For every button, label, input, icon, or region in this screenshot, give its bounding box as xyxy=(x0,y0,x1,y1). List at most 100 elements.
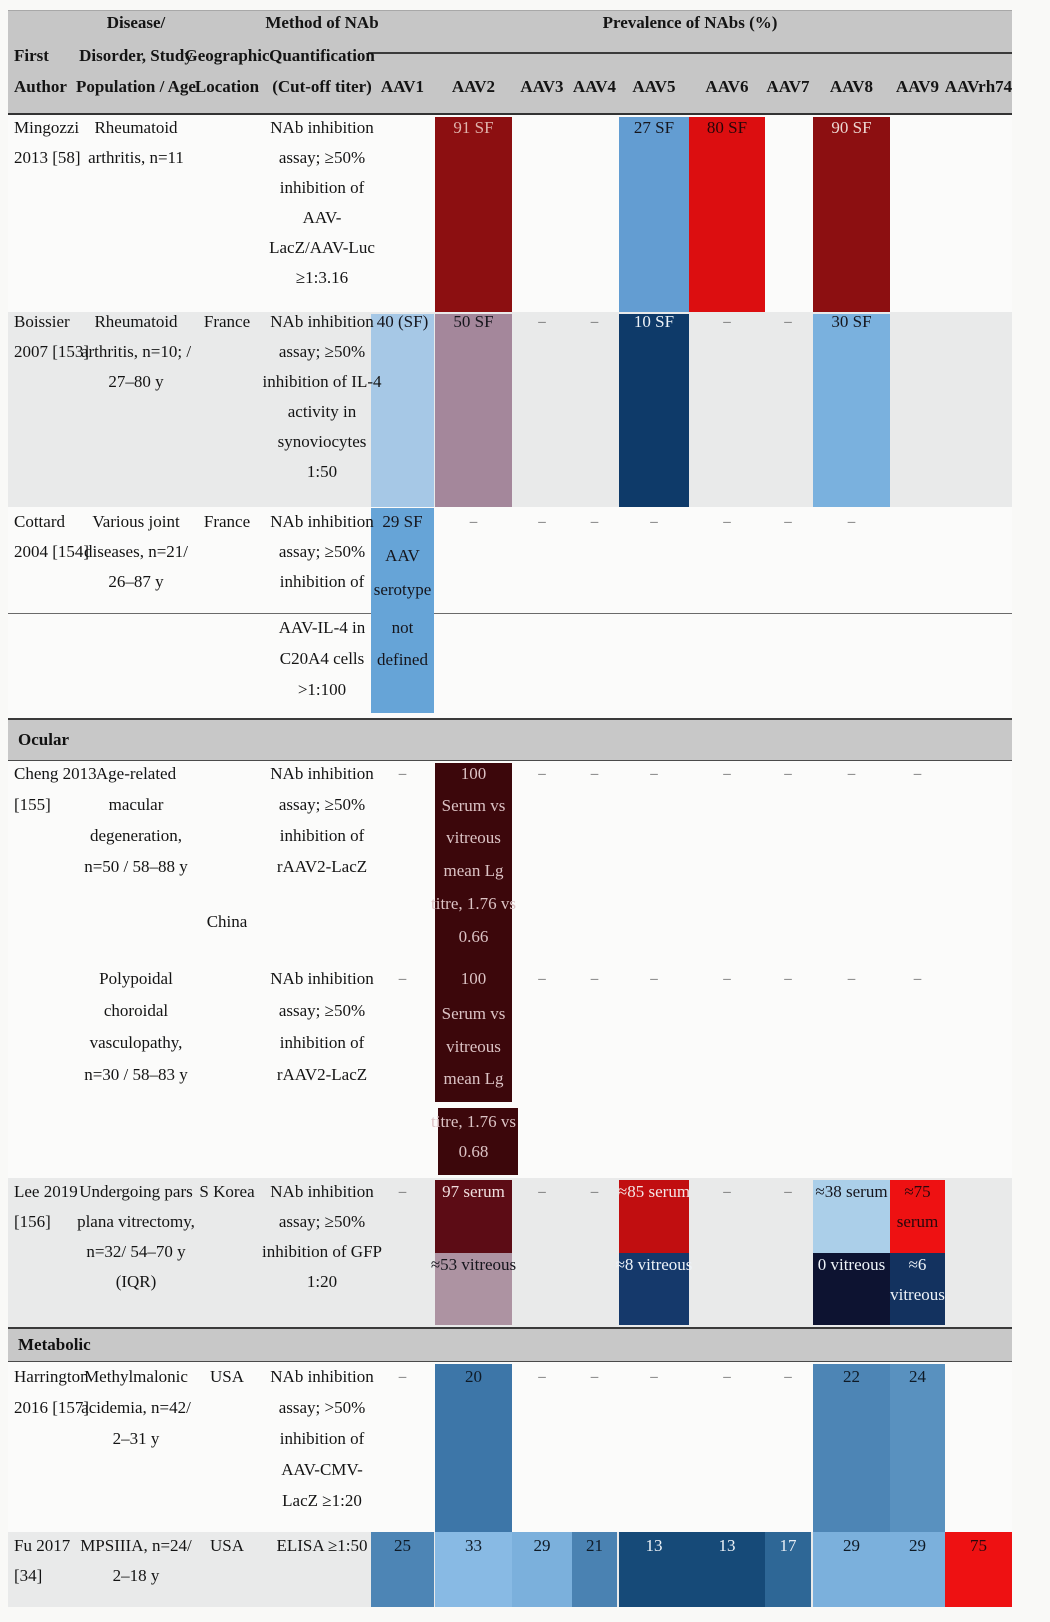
study-disease-line: 2–18 y xyxy=(112,1566,160,1585)
prevalence-cell-AAV8-lee-2019 xyxy=(813,1180,890,1253)
study-author-line: Harrington xyxy=(14,1367,89,1386)
column-header-method: (Cut-off titer) xyxy=(272,77,372,96)
method-line: AAV-IL-4 in xyxy=(278,618,366,637)
prevalence-value-AAV5: ≈8 vitreous xyxy=(615,1255,693,1274)
column-header-method: Method of NAb xyxy=(265,13,379,32)
prevalence-cell-AAV9-lee-2019 xyxy=(890,1253,945,1325)
na-dash-AAV5: – xyxy=(650,971,658,987)
method-line: NAb inhibition xyxy=(270,118,374,137)
prevalence-cell-AAV5-fu-2017 xyxy=(619,1532,689,1607)
method-line: AAV- xyxy=(302,208,342,227)
prevalence-value-AAV9: vitreous xyxy=(890,1285,945,1304)
column-header-AAV7: AAV7 xyxy=(766,77,810,96)
na-dash-AAV1: – xyxy=(398,1369,407,1385)
na-dash-AAV4: – xyxy=(590,1369,599,1385)
study-disease-line: Polypoidal xyxy=(99,969,173,988)
prevalence-cell-AAV2-lee-2019 xyxy=(435,1253,512,1325)
study-author-line: 2007 [153] xyxy=(14,342,90,361)
prevalence-cell-AAV5-lee-2019 xyxy=(619,1180,689,1253)
prevalence-value-AAV1: 29 SF xyxy=(382,512,423,531)
method-line: 1:20 xyxy=(306,1272,338,1291)
section-label-ocular: Ocular xyxy=(18,730,69,749)
na-dash-AAV3: – xyxy=(538,766,546,782)
prevalence-value-AAV1: AAV xyxy=(385,546,420,565)
method-line: >1:100 xyxy=(297,680,347,699)
method-line: 1:50 xyxy=(306,462,338,481)
study-location: USA xyxy=(209,1367,244,1386)
study-author-line: Mingozzi xyxy=(14,118,80,137)
study-author-line: 2016 [157] xyxy=(14,1398,90,1417)
prevalence-value-AAV2: vitreous xyxy=(446,1037,501,1056)
column-header-author: First xyxy=(14,46,49,65)
prevalence-value-AAV2: mean Lg xyxy=(443,861,504,880)
study-author-line: 2013 [58] xyxy=(14,148,81,167)
prevalence-value-AAV2: 33 xyxy=(465,1536,482,1555)
study-location: S Korea xyxy=(199,1182,255,1201)
study-location: France xyxy=(203,512,251,531)
prevalence-value-AAV2: titre, 1.76 vs xyxy=(431,894,516,913)
study-disease-line: choroidal xyxy=(103,1001,169,1020)
study-disease-line: plana vitrectomy, xyxy=(77,1212,195,1231)
na-dash-AAV6: – xyxy=(723,314,731,330)
prevalence-cell-AAV8-mingozzi-2013 xyxy=(813,117,890,312)
prevalence-cell-AAV7-fu-2017 xyxy=(765,1532,811,1607)
study-disease-line: macular xyxy=(108,795,164,814)
study-author-line: [156] xyxy=(14,1212,51,1231)
na-dash-AAV8: – xyxy=(847,514,856,530)
row-band-cottard-2004 xyxy=(8,507,1012,718)
na-dash-AAV9: – xyxy=(913,766,922,782)
study-author-line: Lee 2019 xyxy=(14,1182,78,1201)
column-header-AAV4: AAV4 xyxy=(572,77,617,96)
header-top-rule xyxy=(8,10,1012,11)
study-disease-line: arthritis, n=10; / xyxy=(80,342,192,361)
study-author-line: Cheng 2013 xyxy=(14,764,97,783)
prevalence-cell-AAV6-mingozzi-2013 xyxy=(689,117,765,312)
method-line: inhibition of xyxy=(279,178,365,197)
na-dash-AAV1: – xyxy=(398,1184,407,1200)
prevalence-value-AAV9: serum xyxy=(896,1212,939,1231)
prevalence-cell-AAV2-cheng-2013 xyxy=(435,763,512,1102)
study-disease-line: MPSIIIA, n=24/ xyxy=(80,1536,192,1555)
prevalence-value-AAV5: 10 SF xyxy=(633,312,675,331)
study-disease-line: Methylmalonic xyxy=(84,1367,188,1386)
prevalence-underline-rule xyxy=(368,52,1012,54)
method-line: assay; ≥50% xyxy=(278,342,366,361)
method-line: assay; ≥50% xyxy=(278,1212,366,1231)
prevalence-value-AAV1: 25 xyxy=(394,1536,411,1555)
prevalence-value-AAV2: 97 serum xyxy=(442,1182,505,1201)
prevalence-value-AAV1: not xyxy=(391,618,414,637)
prevalence-value-AAV8: 0 vitreous xyxy=(817,1255,886,1274)
prevalence-cell-AAV3-fu-2017 xyxy=(512,1532,572,1607)
section-label-metabolic: Metabolic xyxy=(18,1335,91,1354)
prevalence-cell-AAV5-boissier-2007 xyxy=(619,314,689,507)
na-dash-AAV7: – xyxy=(784,971,792,987)
na-dash-AAV6: – xyxy=(723,766,731,782)
prevalence-cell-AAVrh74-fu-2017 xyxy=(945,1532,1012,1607)
na-dash-AAV5: – xyxy=(650,766,658,782)
study-location: France xyxy=(203,312,251,331)
method-line: C20A4 cells xyxy=(279,649,365,668)
study-disease-line: vasculopathy, xyxy=(89,1033,183,1052)
prevalence-cell-AAV8-harrington-2016 xyxy=(813,1364,890,1532)
prevalence-value-AAV9: 24 xyxy=(909,1367,926,1386)
study-author-line: [34] xyxy=(14,1566,43,1585)
na-dash-AAV7: – xyxy=(784,1184,792,1200)
study-author-line: 2004 [154] xyxy=(14,542,90,561)
prevalence-cell-AAV8-boissier-2007 xyxy=(813,314,890,507)
method-line: NAb inhibition xyxy=(270,764,374,783)
method-line: assay; ≥50% xyxy=(278,795,366,814)
column-header-AAV3: AAV3 xyxy=(520,77,564,96)
method-line: synoviocytes xyxy=(277,432,367,451)
study-author-line: [155] xyxy=(14,795,51,814)
prevalence-cell-AAV4-fu-2017 xyxy=(572,1532,617,1607)
study-location: China xyxy=(206,912,248,931)
prevalence-value-AAV2: mean Lg xyxy=(443,1069,504,1088)
column-header-author: Author xyxy=(14,77,67,96)
na-dash-AAV8: – xyxy=(847,971,856,987)
study-disease-line: degeneration, xyxy=(89,826,183,845)
na-dash-AAV4: – xyxy=(590,314,599,330)
prevalence-value-AAV7: 17 xyxy=(779,1536,797,1555)
na-dash-AAV7: – xyxy=(784,314,792,330)
method-line: inhibition of IL-4 xyxy=(262,372,382,391)
